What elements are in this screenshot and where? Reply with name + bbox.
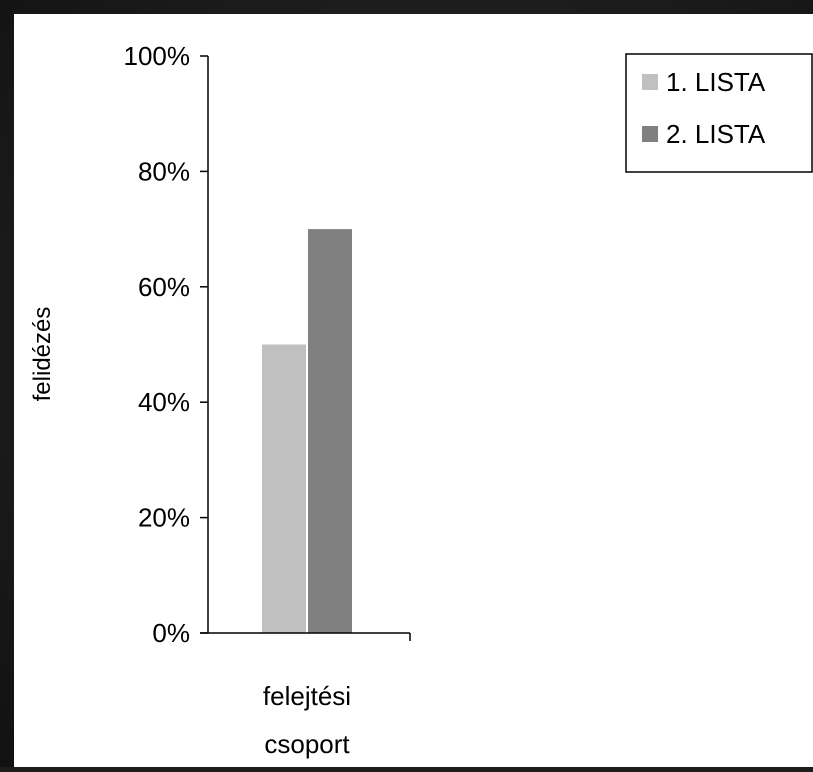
y-tick-label: 20% bbox=[138, 503, 190, 533]
bar-1-lista bbox=[262, 344, 306, 633]
legend-entry-label: 1. LISTA bbox=[666, 67, 766, 97]
bar-2-lista bbox=[308, 229, 352, 633]
y-tick-label: 0% bbox=[152, 618, 190, 648]
y-tick-label: 40% bbox=[138, 387, 190, 417]
legend-entry-label: 2. LISTA bbox=[666, 119, 766, 149]
legend-swatch bbox=[642, 74, 658, 90]
bars bbox=[262, 229, 352, 633]
y-axis-label: felidézés bbox=[29, 307, 56, 402]
chart-panel: 0% 20% 40% 60% 80% 100% felejtési csoport feli… bbox=[14, 14, 813, 767]
legend-swatch bbox=[642, 126, 658, 142]
y-axis-ticks: 0% 20% 40% 60% 80% 100% bbox=[124, 41, 208, 648]
y-tick-label: 100% bbox=[124, 41, 191, 71]
y-tick-label: 60% bbox=[138, 272, 190, 302]
x-axis-category-label: felejtési csoport bbox=[263, 681, 351, 759]
y-tick-label: 80% bbox=[138, 156, 190, 186]
bar-chart: 0% 20% 40% 60% 80% 100% felejtési csoport feli… bbox=[29, 41, 813, 759]
legend-box bbox=[625, 53, 813, 173]
x-category-label-line: csoport bbox=[264, 729, 350, 759]
x-category-label-line: felejtési bbox=[263, 681, 351, 711]
legend: 1. LISTA 2. LISTA bbox=[625, 53, 813, 173]
